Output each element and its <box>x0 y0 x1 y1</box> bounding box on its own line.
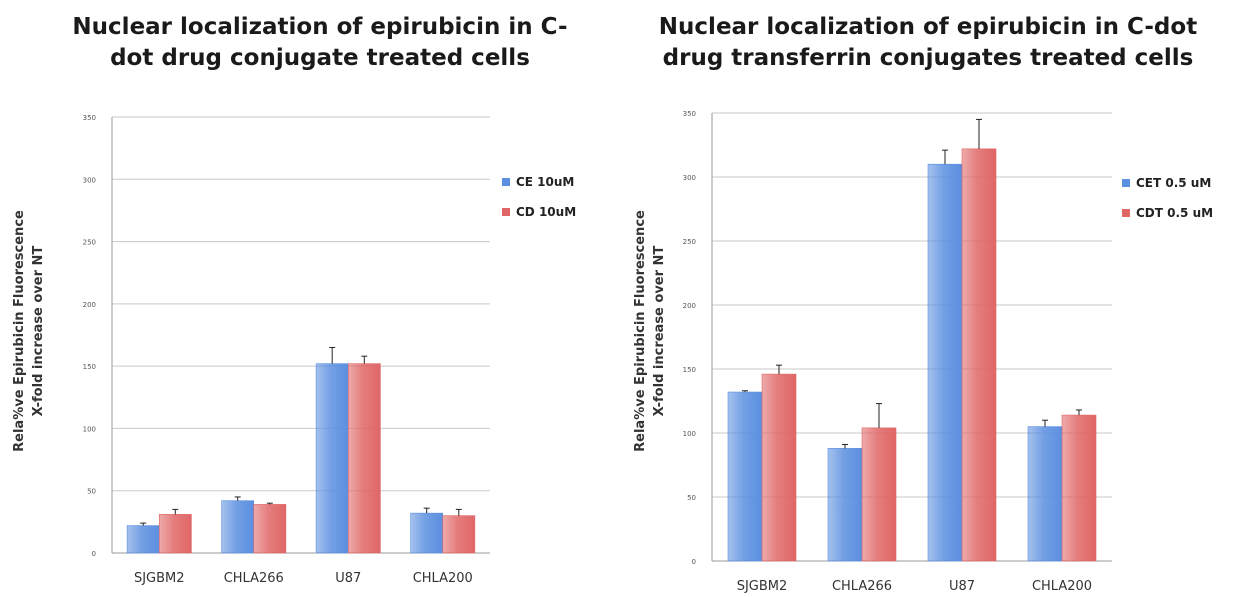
y-tick-label: 50 <box>687 494 696 502</box>
bar <box>410 512 444 554</box>
legend-swatch <box>1122 209 1130 217</box>
legend-label: CE 10uM <box>516 175 574 189</box>
bar <box>727 391 763 562</box>
y-tick-label: 0 <box>92 550 96 558</box>
bar <box>861 427 897 562</box>
bar <box>347 363 381 554</box>
bar <box>1061 414 1097 562</box>
y-tick-label: 250 <box>83 239 96 247</box>
x-tick-label: SJGBM2 <box>134 571 185 586</box>
x-tick-label: SJGBM2 <box>737 579 788 594</box>
y-tick-label: 300 <box>683 174 696 182</box>
x-tick-label: U87 <box>949 579 975 594</box>
y-tick-label: 0 <box>692 558 696 566</box>
legend-swatch <box>1122 179 1130 187</box>
x-tick-label: CHLA200 <box>413 571 473 586</box>
y-tick-label: 250 <box>683 238 696 246</box>
x-tick-label: CHLA266 <box>224 571 284 586</box>
chart-title-right: Nuclear localization of epirubicin in C-… <box>658 14 1198 71</box>
bar <box>315 363 349 554</box>
bar <box>1027 426 1063 562</box>
bar <box>158 514 192 554</box>
y-tick-label: 200 <box>683 302 696 310</box>
bar <box>221 500 255 554</box>
x-tick-label: U87 <box>335 571 361 586</box>
legend-label: CET 0.5 uM <box>1136 176 1211 190</box>
bar <box>927 163 963 562</box>
legend-label: CDT 0.5 uM <box>1136 206 1213 220</box>
x-tick-label: CHLA266 <box>832 579 892 594</box>
bar <box>827 448 863 562</box>
bar <box>442 515 476 554</box>
y-tick-label: 350 <box>683 110 696 118</box>
y-tick-label: 150 <box>83 363 96 371</box>
y-tick-label: 50 <box>87 488 96 496</box>
y-tick-label: 100 <box>683 430 696 438</box>
bar <box>761 373 797 562</box>
bar <box>961 148 997 562</box>
x-tick-label: CHLA200 <box>1032 579 1092 594</box>
y-tick-label: 350 <box>83 114 96 122</box>
y-tick-label: 300 <box>83 176 96 184</box>
legend-swatch <box>502 208 510 216</box>
y-tick-label: 100 <box>83 425 96 433</box>
bar <box>126 525 160 554</box>
legend-label: CD 10uM <box>516 205 576 219</box>
y-tick-label: 200 <box>83 301 96 309</box>
y-tick-label: 150 <box>683 366 696 374</box>
legend-swatch <box>502 178 510 186</box>
chart-title-left: Nuclear localization of epirubicin in C-… <box>72 14 568 71</box>
